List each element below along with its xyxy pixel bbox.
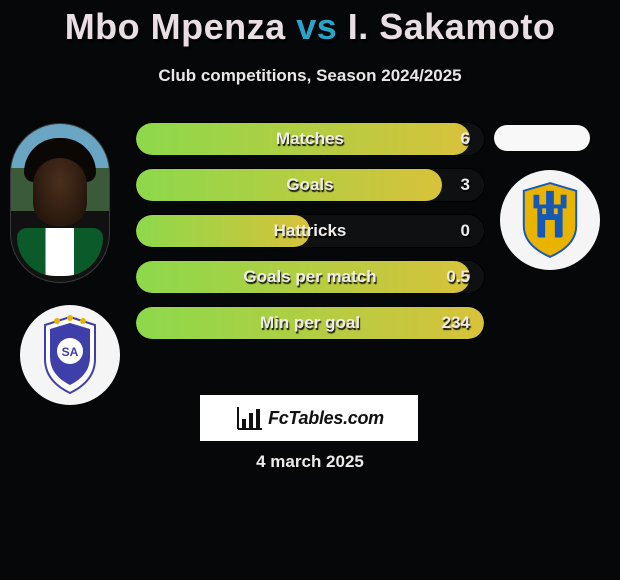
player2-club-crest (500, 170, 600, 270)
stats-panel: Matches6Goals3Hattricks0Goals per match0… (135, 122, 485, 352)
comparison-title: Mbo Mpenza vs I. Sakamoto (0, 0, 620, 48)
stat-value: 0.5 (446, 261, 470, 293)
westerlo-crest-icon (516, 181, 584, 259)
stat-value: 234 (442, 307, 470, 339)
player2-name: I. Sakamoto (348, 6, 556, 47)
stat-label: Goals per match (136, 261, 484, 293)
stat-label: Min per goal (136, 307, 484, 339)
stat-row: Matches6 (135, 122, 485, 156)
date-label: 4 march 2025 (0, 452, 620, 472)
avatar-face (33, 158, 87, 226)
branding-text: FcTables.com (268, 408, 384, 429)
subtitle: Club competitions, Season 2024/2025 (0, 66, 620, 86)
stat-label: Hattricks (136, 215, 484, 247)
player1-name: Mbo Mpenza (65, 6, 286, 47)
stat-value: 3 (461, 169, 470, 201)
stat-row: Min per goal234 (135, 306, 485, 340)
svg-text:SA: SA (62, 345, 79, 359)
versus-label: vs (296, 6, 337, 47)
stat-label: Matches (136, 123, 484, 155)
stat-value: 6 (461, 123, 470, 155)
fctables-mark-icon (234, 403, 264, 433)
stat-row: Hattricks0 (135, 214, 485, 248)
stat-value: 0 (461, 215, 470, 247)
avatar-jersey (17, 228, 103, 276)
stat-row: Goals3 (135, 168, 485, 202)
player1-club-crest: SA (20, 305, 120, 405)
anderlecht-crest-icon: SA (35, 315, 105, 395)
player1-avatar (10, 123, 110, 283)
player2-avatar-placeholder (494, 125, 590, 151)
branding-box: FcTables.com (200, 395, 418, 441)
stat-row: Goals per match0.5 (135, 260, 485, 294)
stat-label: Goals (136, 169, 484, 201)
